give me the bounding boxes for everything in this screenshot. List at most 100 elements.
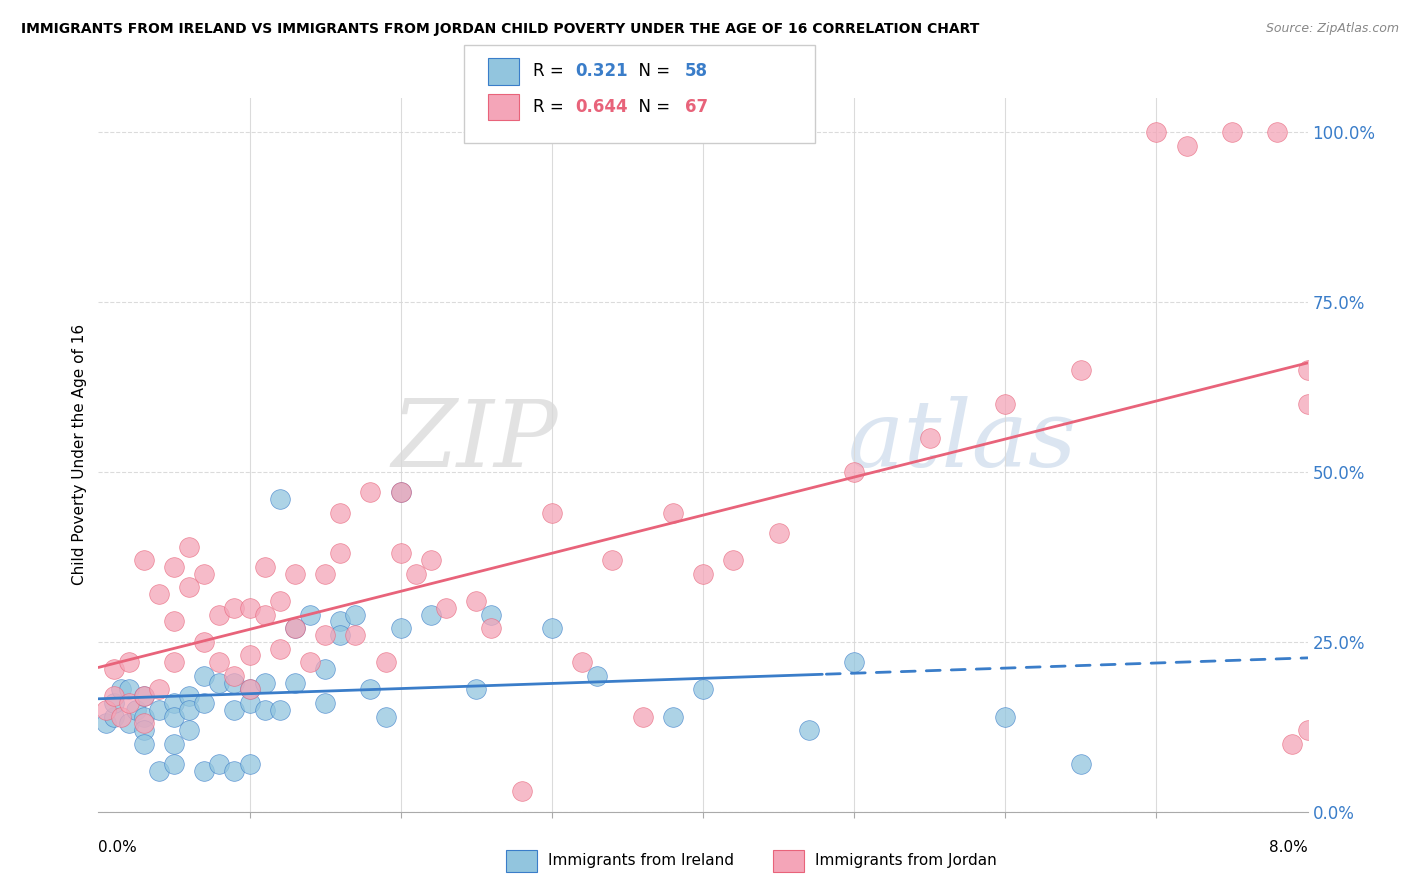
Point [269, 492, 291, 507]
Point [1267, 125, 1289, 139]
Point [103, 709, 125, 723]
Point [132, 553, 155, 567]
Point [224, 600, 246, 615]
Point [481, 607, 503, 622]
Point [163, 560, 186, 574]
Point [118, 716, 141, 731]
Point [269, 641, 291, 656]
Point [148, 703, 170, 717]
Point [314, 662, 336, 676]
Point [284, 566, 307, 581]
Point [103, 662, 125, 676]
Point [692, 566, 714, 581]
Point [193, 635, 215, 649]
Point [179, 689, 201, 703]
Point [1296, 397, 1319, 411]
Text: 58: 58 [685, 62, 707, 80]
Point [239, 600, 262, 615]
Point [208, 607, 231, 622]
Point [389, 621, 412, 635]
Point [510, 784, 533, 798]
Text: Immigrants from Ireland: Immigrants from Ireland [548, 854, 734, 868]
Point [465, 682, 488, 697]
Point [269, 594, 291, 608]
Point [253, 607, 276, 622]
Point [239, 682, 262, 697]
Point [314, 696, 336, 710]
Point [193, 764, 215, 778]
Point [239, 757, 262, 772]
Text: Immigrants from Jordan: Immigrants from Jordan [815, 854, 997, 868]
Point [918, 431, 941, 445]
Point [208, 757, 231, 772]
Point [125, 703, 148, 717]
Point [844, 465, 866, 479]
Point [208, 675, 231, 690]
Point [994, 709, 1017, 723]
Point [541, 506, 564, 520]
Text: 67: 67 [685, 98, 707, 116]
Point [193, 566, 215, 581]
Point [314, 628, 336, 642]
Point [586, 669, 609, 683]
Point [132, 723, 155, 738]
Point [163, 696, 186, 710]
Point [224, 764, 246, 778]
Point [132, 689, 155, 703]
Point [374, 709, 396, 723]
Point [103, 689, 125, 703]
Point [299, 607, 322, 622]
Point [1220, 125, 1243, 139]
Text: 0.0%: 0.0% [98, 840, 138, 855]
Point [193, 696, 215, 710]
Point [344, 607, 367, 622]
Point [299, 655, 322, 669]
Point [434, 600, 457, 615]
Text: atlas: atlas [848, 396, 1077, 485]
Point [110, 682, 132, 697]
Point [163, 709, 186, 723]
Point [94, 716, 117, 731]
Point [94, 703, 117, 717]
Point [163, 737, 186, 751]
Point [631, 709, 654, 723]
Point [420, 607, 443, 622]
Point [179, 581, 201, 595]
Point [163, 757, 186, 772]
Point [148, 587, 170, 601]
Point [253, 560, 276, 574]
Point [1175, 138, 1198, 153]
Point [224, 675, 246, 690]
Point [132, 737, 155, 751]
Point [405, 566, 427, 581]
Point [1070, 757, 1092, 772]
Point [224, 669, 246, 683]
Point [132, 689, 155, 703]
Text: 0.644: 0.644 [575, 98, 627, 116]
Point [132, 709, 155, 723]
Point [420, 553, 443, 567]
Point [360, 485, 382, 500]
Point [110, 709, 132, 723]
Point [389, 485, 412, 500]
Text: IMMIGRANTS FROM IRELAND VS IMMIGRANTS FROM JORDAN CHILD POVERTY UNDER THE AGE OF: IMMIGRANTS FROM IRELAND VS IMMIGRANTS FR… [21, 22, 980, 37]
Point [465, 594, 488, 608]
Point [723, 553, 745, 567]
Point [269, 703, 291, 717]
Point [571, 655, 593, 669]
Point [118, 682, 141, 697]
Text: Source: ZipAtlas.com: Source: ZipAtlas.com [1265, 22, 1399, 36]
Point [224, 703, 246, 717]
Point [118, 696, 141, 710]
Point [481, 621, 503, 635]
Point [994, 397, 1017, 411]
Point [239, 682, 262, 697]
Point [103, 696, 125, 710]
Point [768, 526, 790, 541]
Point [374, 655, 396, 669]
Point [179, 723, 201, 738]
Point [1281, 737, 1303, 751]
Point [797, 723, 820, 738]
Point [253, 675, 276, 690]
Point [284, 621, 307, 635]
